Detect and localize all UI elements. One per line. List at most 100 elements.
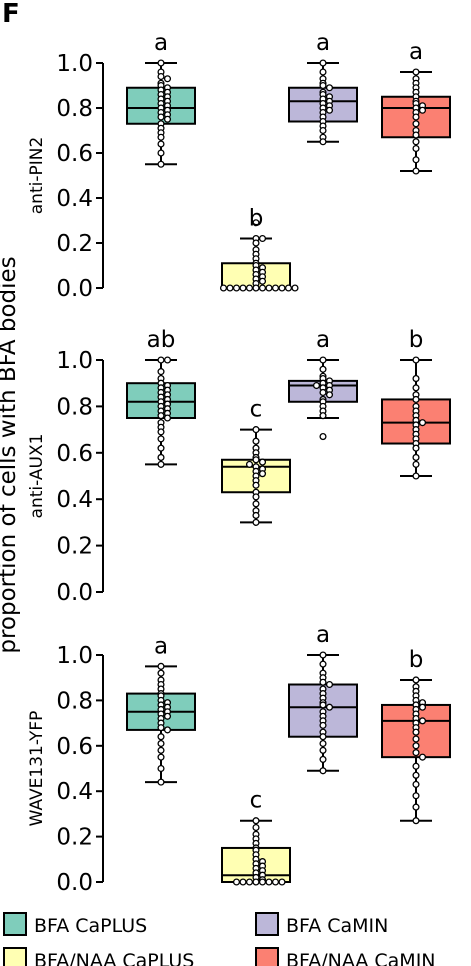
data-point — [412, 167, 420, 175]
data-point — [157, 669, 165, 677]
data-point — [325, 391, 334, 399]
legend-item-bfa-naa-camin: BFA/NAA CaMIN — [255, 947, 436, 966]
y-tick-label: 0.4 — [56, 186, 93, 212]
data-point — [252, 426, 260, 434]
box-bfa-naa-camin: b — [381, 647, 451, 825]
data-point — [319, 388, 327, 397]
data-point — [252, 219, 260, 227]
data-point — [157, 753, 165, 761]
data-point — [412, 356, 420, 364]
data-point — [319, 356, 327, 364]
data-point — [163, 414, 172, 422]
data-point — [258, 878, 267, 886]
data-point — [258, 277, 267, 285]
data-point — [412, 792, 420, 800]
data-point — [157, 356, 165, 364]
legend-swatch — [3, 947, 27, 966]
data-point — [412, 762, 420, 770]
panel-label: F — [2, 0, 20, 29]
data-point — [239, 878, 247, 886]
data-point — [319, 733, 327, 741]
data-point — [418, 753, 427, 761]
significance-letter: c — [250, 397, 263, 423]
data-point — [412, 728, 420, 736]
box-bfa-naa-caplus: b — [219, 206, 299, 292]
data-point — [226, 284, 234, 292]
y-tick-label: 0.2 — [56, 534, 93, 560]
data-point — [319, 412, 327, 420]
data-point — [157, 133, 165, 141]
data-point — [319, 721, 327, 729]
significance-letter: a — [409, 39, 423, 65]
legend-item-bfa-naa-caplus: BFA/NAA CaPLUS — [3, 947, 194, 966]
data-point — [157, 746, 165, 754]
data-point — [412, 68, 420, 76]
panel-wave131-yfp: 0.0 0.2 0.4 0.6 0.8 1.0 WAVE131-YFP a c a b — [27, 622, 451, 896]
data-point — [412, 780, 420, 788]
data-point — [239, 284, 247, 292]
data-point — [245, 284, 254, 292]
data-point — [412, 460, 420, 468]
data-point — [163, 712, 172, 720]
data-point — [418, 703, 427, 711]
data-point — [319, 138, 327, 146]
data-point — [157, 733, 165, 741]
data-point — [252, 823, 260, 832]
y-tick-label: 0.2 — [56, 825, 93, 851]
data-point — [278, 284, 286, 292]
data-point — [245, 460, 254, 468]
significance-letter: ab — [147, 327, 176, 353]
data-point — [412, 384, 420, 392]
significance-letter: a — [316, 327, 330, 353]
data-point — [258, 284, 267, 292]
data-point — [157, 140, 165, 148]
y-tick-label: 0.4 — [56, 779, 93, 805]
data-point — [319, 660, 327, 668]
data-point — [157, 460, 165, 468]
legend: BFA CaPLUS BFA CaMIN BFA/NAA CaPLUS BFA/NAA… — [3, 912, 436, 966]
data-point — [412, 453, 420, 461]
data-point — [412, 144, 420, 153]
data-point — [163, 115, 172, 123]
significance-letter: a — [316, 622, 330, 648]
data-point — [284, 284, 293, 292]
data-point — [412, 131, 420, 139]
data-point — [319, 701, 327, 709]
data-point — [412, 472, 420, 480]
data-point — [232, 284, 241, 292]
box-bfa-naa-caplus: c — [221, 397, 291, 526]
data-point — [319, 739, 327, 748]
data-point — [319, 746, 327, 754]
data-point — [258, 234, 267, 243]
data-point — [319, 755, 327, 763]
significance-letter: b — [249, 206, 264, 232]
data-point — [252, 437, 260, 445]
data-point — [412, 444, 420, 452]
data-point — [418, 106, 427, 114]
data-point — [312, 381, 321, 390]
data-point — [252, 518, 260, 526]
panel-y-label: anti-PIN2 — [27, 137, 47, 215]
significance-letter: b — [409, 327, 424, 353]
data-point — [412, 771, 420, 779]
legend-swatch — [255, 912, 279, 936]
data-point — [319, 59, 327, 67]
y-tick-label: 0.4 — [56, 487, 93, 513]
data-point — [157, 368, 165, 376]
data-point — [319, 433, 327, 441]
y-tick-label: 1.0 — [56, 643, 93, 669]
significance-letter: a — [154, 633, 168, 659]
shared-y-axis-label: proportion of cells with BFA bodies — [0, 256, 21, 653]
data-point — [157, 160, 165, 168]
data-point — [252, 817, 260, 825]
data-point — [319, 81, 327, 90]
data-point — [157, 59, 165, 67]
box-bfa-caplus: a — [126, 30, 196, 168]
legend-swatch — [255, 947, 279, 966]
y-tick-label: 0.0 — [56, 580, 93, 606]
box-bfa-camin: a — [288, 327, 358, 441]
data-point — [319, 68, 327, 76]
data-point — [219, 284, 228, 292]
data-point — [252, 284, 260, 292]
